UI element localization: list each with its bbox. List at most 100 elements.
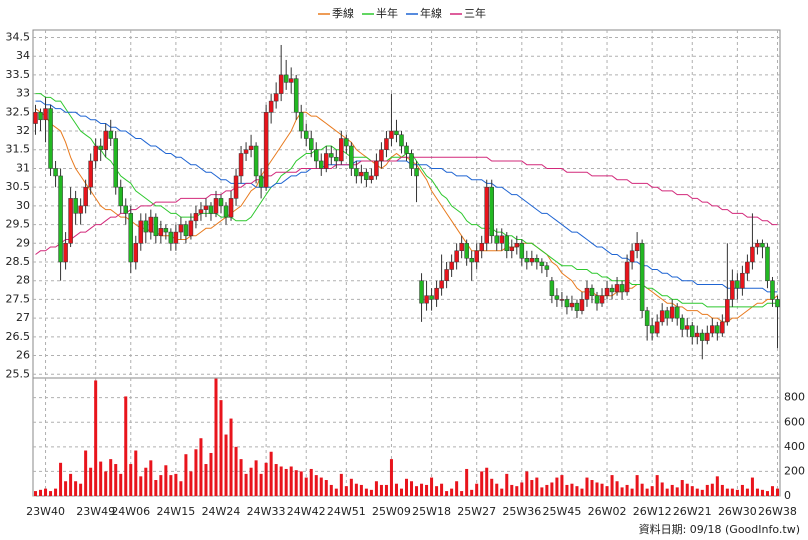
x-tick-label: 26W38 [758, 505, 797, 518]
candle-body [88, 160, 93, 188]
volume-bar [309, 468, 313, 496]
volume-bar [485, 467, 489, 496]
candle-body [639, 243, 645, 311]
volume-bar [154, 480, 158, 496]
candle-body [308, 138, 314, 150]
x-tick-label: 24W06 [111, 505, 150, 518]
candle-body [715, 325, 720, 334]
volume-tick-label: 200 [784, 464, 805, 477]
candle-body [153, 216, 159, 237]
volume-bar [695, 488, 699, 496]
candle-body [394, 130, 399, 136]
x-tick-label: 24W15 [156, 505, 195, 518]
volume-bar [720, 484, 724, 496]
y-tick-label: 27.5 [6, 292, 31, 305]
candle-body [775, 299, 780, 308]
volume-bar [224, 434, 228, 496]
volume-bar [625, 484, 629, 496]
volume-bar [595, 482, 599, 496]
volume-bar [755, 488, 759, 496]
price-panel [32, 29, 781, 379]
volume-bar [455, 481, 459, 496]
legend-label: 三年 [464, 6, 486, 20]
candle-body [298, 112, 304, 132]
candle-body [684, 325, 690, 330]
volume-bar [194, 449, 198, 496]
candle-body [223, 205, 229, 218]
candle-body [454, 250, 459, 263]
candle-body [319, 160, 324, 169]
volume-bar [490, 478, 494, 496]
candle-body [579, 299, 585, 311]
volume-bar [389, 459, 393, 496]
volume-bar [740, 484, 744, 496]
candle-body [589, 287, 595, 296]
candle-body [770, 280, 775, 300]
candle-body [93, 145, 98, 162]
volume-bar [229, 418, 233, 496]
volume-bar [760, 489, 764, 496]
candle-body [664, 310, 670, 319]
candle-body [138, 220, 144, 244]
candle-body [113, 138, 118, 188]
candle-body [534, 258, 540, 263]
volume-bar [394, 483, 398, 496]
volume-bar [565, 484, 569, 496]
candle-body [604, 287, 610, 296]
volume-bar [585, 477, 589, 496]
candle-body [293, 78, 299, 113]
y-tick-label: 28 [16, 274, 30, 287]
volume-tick-label: 800 [784, 391, 805, 404]
y-tick-label: 27 [16, 311, 30, 324]
volume-bar [705, 484, 709, 496]
y-tick-label: 34 [16, 49, 30, 62]
volume-bar [410, 481, 414, 496]
candle-body [83, 186, 88, 207]
candle-body [524, 258, 530, 263]
candle-body [354, 168, 359, 177]
candle-body [339, 138, 344, 162]
volume-bar [324, 480, 328, 496]
volume-bar [279, 466, 283, 496]
candle-body [178, 224, 184, 233]
volume-bar [435, 486, 439, 496]
volume-bar [109, 459, 113, 496]
candle-body [760, 243, 765, 248]
candle-body [329, 153, 334, 158]
candle-body [414, 168, 419, 177]
volume-bar [234, 446, 238, 496]
volume-bar [139, 476, 143, 496]
candle-body [183, 224, 189, 237]
candle-body [73, 198, 78, 214]
candle-body [404, 145, 409, 154]
volume-bar [34, 491, 38, 496]
candle-body [720, 321, 725, 334]
candle-body [123, 205, 129, 214]
volume-bar [404, 478, 409, 496]
y-tick-label: 33 [16, 87, 30, 100]
candle-body [594, 295, 600, 304]
y-tick-label: 29 [16, 236, 30, 249]
x-tick-label: 24W33 [247, 505, 286, 518]
y-tick-label: 34.5 [6, 30, 31, 43]
candle-body [344, 138, 349, 147]
volume-bar [605, 486, 609, 496]
volume-bar [600, 483, 604, 496]
candle-body [379, 149, 384, 162]
volume-bar [535, 477, 539, 496]
ma-line [35, 100, 778, 293]
volume-bar [765, 491, 769, 496]
candle-body [755, 243, 760, 248]
candle-body [725, 299, 730, 323]
volume-bar [369, 489, 373, 496]
candle-body [243, 149, 249, 154]
volume-bar [384, 484, 388, 496]
candle-body [233, 175, 239, 199]
candle-body [213, 198, 219, 214]
candle-body [544, 265, 550, 270]
x-tick-label: 26W02 [588, 505, 627, 518]
volume-bar [214, 378, 218, 496]
candle-body [494, 235, 499, 244]
volume-tick-label: 400 [784, 440, 805, 453]
